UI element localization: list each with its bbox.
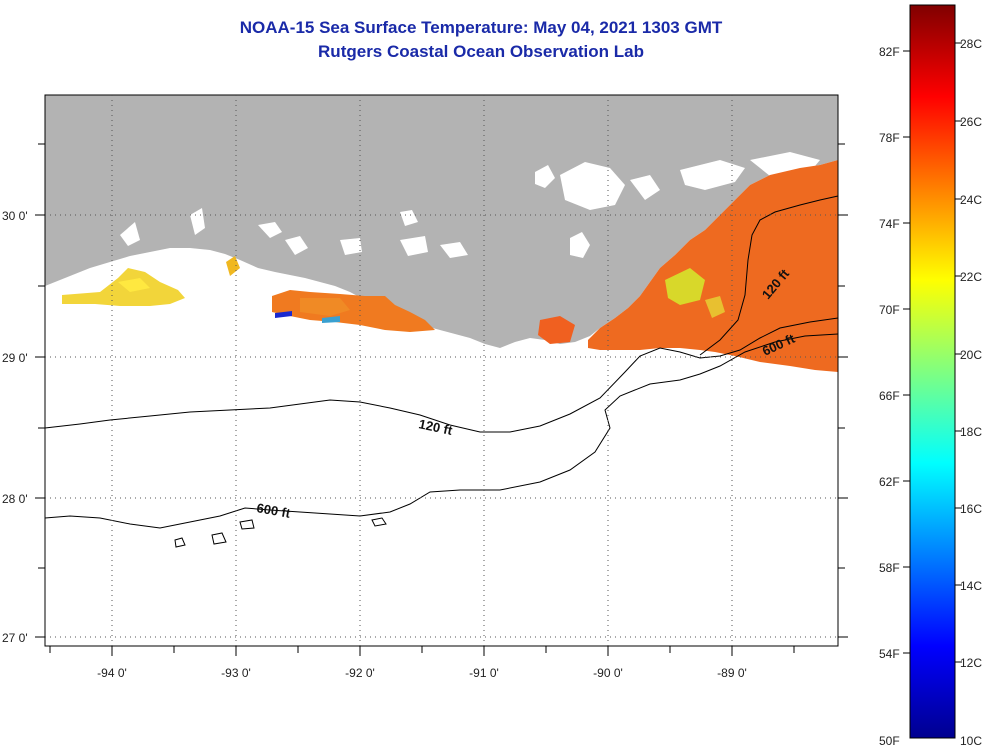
colorbar-f-label: 74F [879,217,900,231]
lake [440,242,468,258]
colorbar-f-label: 66F [879,389,900,403]
colorbar-c-label: 12C [960,656,982,670]
colorbar-c-label: 24C [960,193,982,207]
contour-label: 600 ft [255,500,292,521]
colorbar-c-label: 26C [960,115,982,129]
lake [630,175,660,200]
colorbar-f-label: 50F [879,734,900,748]
lon-label: -90 0' [593,666,623,680]
graticule [45,95,838,646]
colorbar-f-label: 82F [879,45,900,59]
sst-patch [118,278,150,292]
map-title: NOAA-15 Sea Surface Temperature: May 04,… [239,18,723,37]
shelf-island [174,537,186,548]
lon-label: -91 0' [469,666,499,680]
lake [535,165,555,188]
colorbar-ticks [903,42,962,663]
lake [560,162,625,210]
colorbar-f-label: 78F [879,131,900,145]
colorbar-c-label: 16C [960,502,982,516]
colorbar-c-label: 28C [960,37,982,51]
colorbar-f-label: 54F [879,647,900,661]
lake [285,236,308,255]
sst-patch [300,298,350,316]
sst-patch [322,316,340,323]
lon-label: -89 0' [717,666,747,680]
map-subtitle: Rutgers Coastal Ocean Observation Lab [318,42,644,61]
sst-patch [275,311,292,318]
lake [400,236,428,256]
contour-label: 120 ft [417,416,454,438]
colorbar-c-label: 18C [960,425,982,439]
lat-label: 29 0' [2,351,28,365]
map-frame [44,94,839,647]
colorbar [909,4,956,739]
shelf-island [371,517,387,527]
lon-label: -94 0' [97,666,127,680]
shelf-island [239,519,255,530]
land-mass [45,95,838,348]
sst-patch [665,268,705,305]
lake [120,222,140,246]
lake [570,232,590,258]
lake [340,238,362,255]
lake [258,222,282,238]
lat-label: 28 0' [2,492,28,506]
sst-patch [588,160,838,372]
colorbar-f-label: 58F [879,561,900,575]
sst-patch [705,296,725,318]
contour-120ft-east [699,195,839,356]
lake [400,210,418,226]
contour-120ft-west [44,317,839,433]
sst-patch [538,316,575,344]
colorbar-c-label: 22C [960,270,982,284]
colorbar-c-label: 20C [960,348,982,362]
colorbar-f-label: 70F [879,303,900,317]
lat-label: 27 0' [2,631,28,645]
colorbar-f-label: 62F [879,475,900,489]
colorbar-c-label: 14C [960,579,982,593]
shelf-island [211,532,227,545]
colorbar-c-label: 10C [960,734,982,748]
lake [190,208,205,235]
lat-label: 30 0' [2,209,28,223]
sst-patch [62,268,185,306]
lake [680,160,745,190]
axis-ticks [35,143,848,656]
contour-600ft-west [44,333,839,529]
lon-label: -93 0' [221,666,251,680]
lon-label: -92 0' [345,666,375,680]
